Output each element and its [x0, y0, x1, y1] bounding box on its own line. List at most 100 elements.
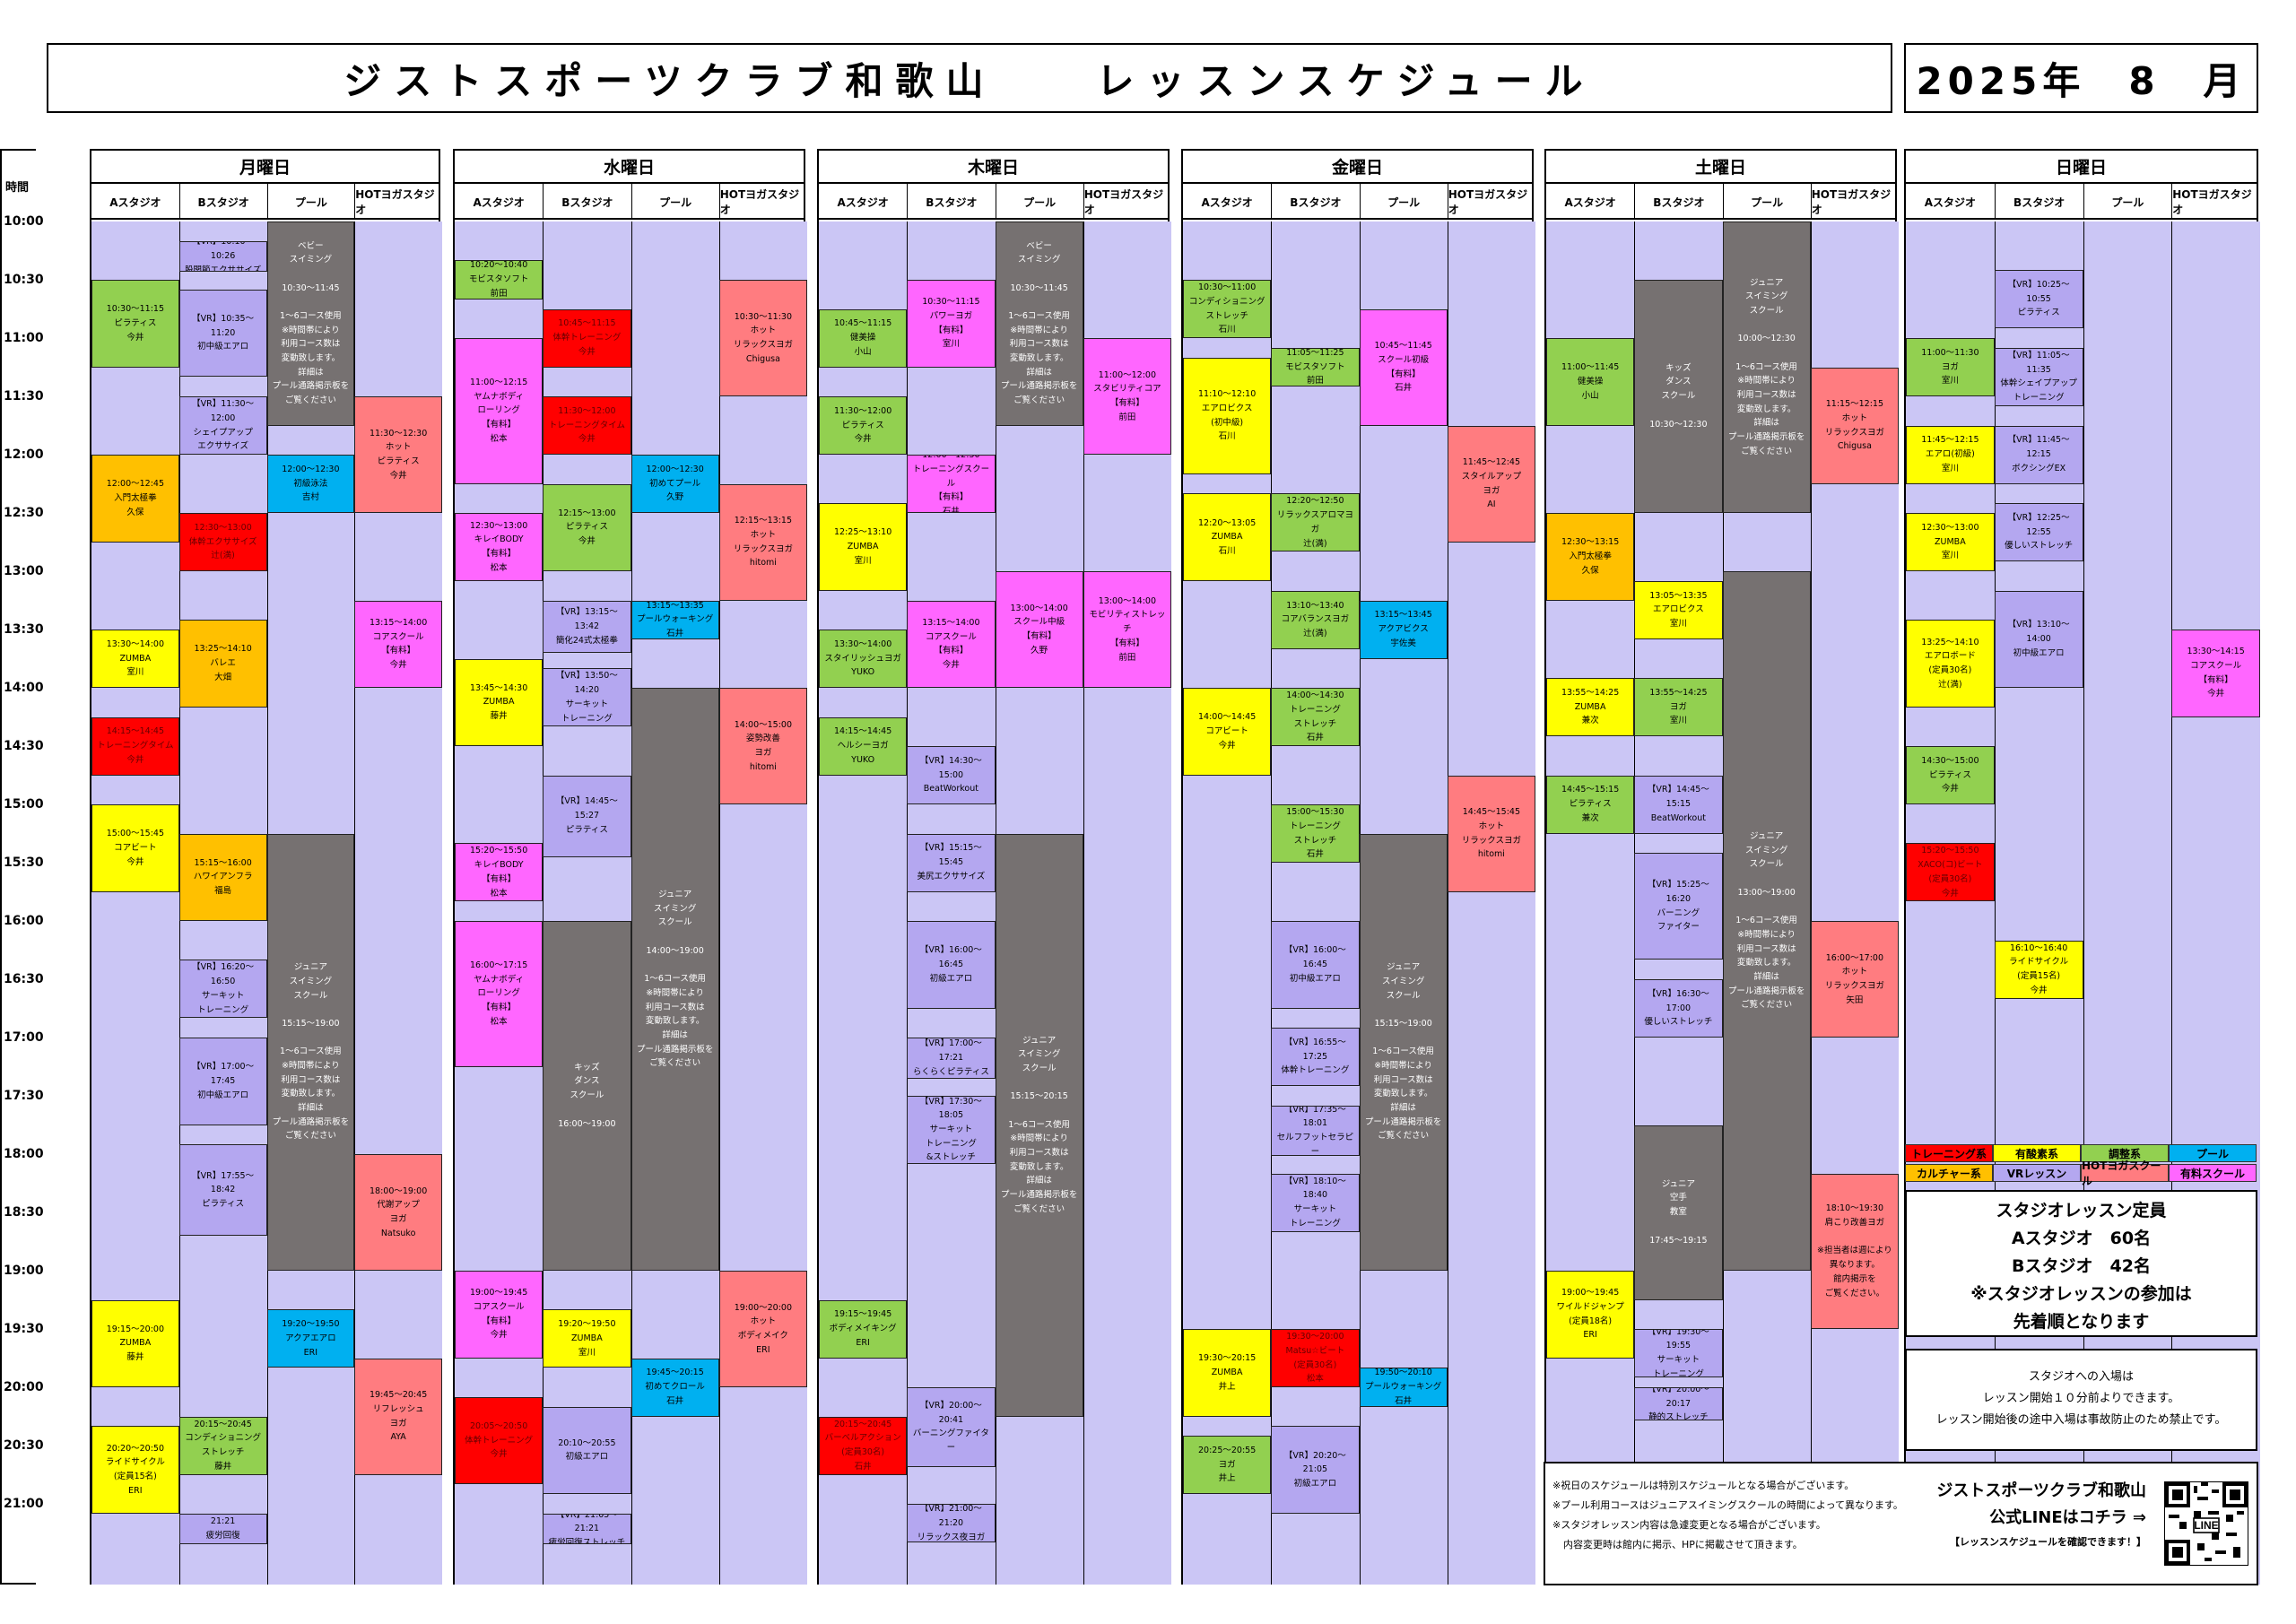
- line-qr-code[interactable]: LINE: [2164, 1481, 2248, 1566]
- lesson-block[interactable]: 15:20～15:50 キレイBODY 【有料】 松本: [455, 843, 544, 902]
- lesson-block[interactable]: 13:30～14:00 ZUMBA 室川: [91, 630, 179, 688]
- lesson-block[interactable]: 【VR】10:10～10:26 股関節エクササイズ: [178, 240, 267, 273]
- lesson-block[interactable]: 12:25～13:10 ZUMBA 室川: [819, 503, 908, 591]
- lesson-block[interactable]: 12:15～13:15 ホット リラックスヨガ hitomi: [718, 483, 807, 601]
- lesson-block[interactable]: 14:15～14:45 ヘルシーヨガ YUKO: [819, 716, 908, 776]
- lesson-block[interactable]: 14:30～15:00 ピラティス 今井: [1906, 746, 1995, 804]
- lesson-block[interactable]: 12:00～12:30 トレーニングスクール 【有料】 石井: [907, 455, 996, 513]
- lesson-block[interactable]: 19:45～20:45 リフレッシュ ヨガ AYA: [354, 1358, 442, 1475]
- lesson-block[interactable]: 【VR】16:55～17:25 体幹トレーニング: [1271, 1028, 1360, 1087]
- lesson-block[interactable]: 14:45～15:45 ホット リラックスヨガ hitomi: [1447, 775, 1535, 892]
- lesson-block[interactable]: 15:15～16:00 ハワイアンフラ 福島: [178, 833, 267, 921]
- lesson-block[interactable]: 【VR】21:05～21:21 疲労回復 ストレッチ: [178, 1513, 267, 1545]
- line-link-text[interactable]: 公式LINEはコチラ ⇒: [1989, 1508, 2146, 1527]
- lesson-block[interactable]: ジュニア スイミング スクール 15:15～19:00 1～6コース使用 ※時間…: [1359, 833, 1448, 1271]
- lesson-block[interactable]: 19:45～20:15 初めてクロール 石井: [631, 1358, 719, 1417]
- lesson-block[interactable]: 【VR】21:00～21:20 リラックス夜ヨガ: [907, 1504, 996, 1543]
- lesson-block[interactable]: 20:15～20:45 コンディショニング ストレッチ 藤井: [178, 1416, 267, 1475]
- lesson-block[interactable]: 【VR】13:50～14:20 サーキット トレーニング: [543, 668, 631, 727]
- lesson-block[interactable]: 11:00～12:00 スタビリティコア 【有料】 前田: [1083, 338, 1171, 455]
- lesson-block[interactable]: 13:45～14:30 ZUMBA 藤井: [455, 658, 544, 746]
- lesson-block[interactable]: 19:15～19:45 ボディメイキング ERI: [819, 1299, 908, 1359]
- lesson-block[interactable]: 12:30～13:00 体幹エクササイズ 辻(満): [178, 513, 267, 571]
- lesson-block[interactable]: 16:10～16:40 ライドサイクル (定員15名) 今井: [1994, 940, 2083, 999]
- lesson-block[interactable]: 13:10～13:40 コアバランスヨガ 辻(満): [1271, 590, 1360, 649]
- lesson-block[interactable]: 15:00～15:45 コアビート 今井: [91, 804, 179, 892]
- lesson-block[interactable]: 13:30～14:15 コアスクール 【有料】 今井: [2171, 630, 2260, 717]
- lesson-block[interactable]: 10:30～11:30 ホット リラックスヨガ Chigusa: [718, 280, 807, 396]
- lesson-block[interactable]: 12:30～13:00 ZUMBA 室川: [1906, 513, 1995, 571]
- lesson-block[interactable]: 10:20～10:40 モビスタソフト 前田: [455, 260, 544, 300]
- lesson-block[interactable]: 16:00～17:00 ホット リラックスヨガ 矢田: [1810, 921, 1899, 1038]
- lesson-block[interactable]: 【VR】20:00～20:17 静的ストレッチ: [1634, 1387, 1723, 1420]
- lesson-block[interactable]: 【VR】16:20～16:50 サーキット トレーニング: [178, 960, 267, 1019]
- lesson-block[interactable]: 10:30～11:15 パワーヨガ 【有料】 室川: [907, 280, 996, 368]
- lesson-block[interactable]: 【VR】11:30～12:00 シェイプアップ エクササイズ: [178, 396, 267, 455]
- lesson-block[interactable]: 14:00～14:45 コアビート 今井: [1183, 688, 1272, 776]
- lesson-block[interactable]: 11:45～12:15 エアロ(初級) 室川: [1906, 425, 1995, 484]
- lesson-block[interactable]: 12:15～13:00 ピラティス 今井: [543, 483, 631, 571]
- lesson-block[interactable]: 13:05～13:35 エアロビクス 室川: [1634, 580, 1723, 639]
- lesson-block[interactable]: 12:30～13:15 入門太極拳 久保: [1546, 513, 1635, 601]
- lesson-block[interactable]: 14:45～15:15 ピラティス 兼次: [1546, 775, 1635, 834]
- lesson-block[interactable]: 【VR】14:45～15:15 BeatWorkout: [1634, 775, 1723, 834]
- lesson-block[interactable]: 19:00～20:00 ホット ボディメイク ERI: [718, 1271, 807, 1387]
- lesson-block[interactable]: 13:15～13:45 アクアビクス 宇佐美: [1359, 600, 1448, 659]
- lesson-block[interactable]: 13:25～14:10 エアロボード (定員30名) 辻(満): [1906, 620, 1995, 708]
- lesson-block[interactable]: 13:30～14:00 スタイリッシュヨガ YUKO: [819, 630, 908, 688]
- lesson-block[interactable]: 【VR】13:10～14:00 初中級エアロ: [1994, 590, 2083, 688]
- lesson-block[interactable]: 11:00～11:30 ヨガ 室川: [1906, 338, 1995, 396]
- lesson-block[interactable]: 【VR】15:15～15:45 美尻エクササイズ: [907, 833, 996, 892]
- lesson-block[interactable]: 11:00～12:15 ヤムナボディ ローリング 【有料】 松本: [455, 338, 544, 484]
- lesson-block[interactable]: ジュニア 空手 教室 17:45～19:15: [1634, 1125, 1723, 1300]
- lesson-block[interactable]: 【VR】18:10～18:40 サーキット トレーニング: [1271, 1173, 1360, 1232]
- lesson-block[interactable]: 15:20～15:50 XACO(コ)ビート (定員30名) 今井: [1906, 843, 1995, 902]
- lesson-block[interactable]: 【VR】16:30～17:00 優しいストレッチ: [1634, 979, 1723, 1038]
- lesson-block[interactable]: 13:55～14:25 ヨガ 室川: [1634, 678, 1723, 737]
- lesson-block[interactable]: 13:55～14:25 ZUMBA 兼次: [1546, 678, 1635, 737]
- lesson-block[interactable]: 【VR】14:45～15:27 ピラティス: [543, 775, 631, 857]
- lesson-block[interactable]: 11:05～11:25 モビスタソフト 前田: [1271, 347, 1360, 387]
- lesson-block[interactable]: 【VR】19:30～19:55 サーキット トレーニング: [1634, 1329, 1723, 1378]
- lesson-block[interactable]: 【VR】17:00～17:21 らくらくピラティス: [907, 1038, 996, 1079]
- lesson-block[interactable]: 19:00～19:45 ワイルドジャンプ (定員18名) ERI: [1546, 1271, 1635, 1359]
- lesson-block[interactable]: 13:15～14:00 コアスクール 【有料】 今井: [354, 600, 442, 688]
- lesson-block[interactable]: ジュニア スイミング スクール 14:00～19:00 1～6コース使用 ※時間…: [631, 688, 719, 1271]
- lesson-block[interactable]: ベビー スイミング 10:30～11:45 1～6コース使用 ※時間帯により 利…: [995, 221, 1083, 426]
- lesson-block[interactable]: 【VR】16:00～16:45 初中級エアロ: [1271, 921, 1360, 1009]
- lesson-block[interactable]: ベビー スイミング 10:30～11:45 1～6コース使用 ※時間帯により 利…: [266, 221, 355, 426]
- lesson-block[interactable]: 【VR】17:00～17:45 初中級エアロ: [178, 1038, 267, 1125]
- lesson-block[interactable]: ジュニア スイミング スクール 15:15～19:00 1～6コース使用 ※時間…: [266, 833, 355, 1271]
- lesson-block[interactable]: 【VR】13:15～13:42 簡化24式太極拳: [543, 600, 631, 653]
- lesson-block[interactable]: 13:25～14:10 バレエ 大畑: [178, 620, 267, 708]
- lesson-block[interactable]: 【VR】10:25～10:55 ピラティス: [1994, 270, 2083, 329]
- lesson-block[interactable]: 11:30～12:30 ホット ピラティス 今井: [354, 396, 442, 513]
- lesson-block[interactable]: ジュニア スイミング スクール 15:15～20:15 1～6コース使用 ※時間…: [995, 833, 1083, 1417]
- lesson-block[interactable]: 【VR】20:20～21:05 初級エアロ: [1271, 1426, 1360, 1514]
- lesson-block[interactable]: 19:20～19:50 ZUMBA 室川: [543, 1309, 631, 1368]
- lesson-block[interactable]: ジュニア スイミング スクール 10:00～12:30 1～6コース使用 ※時間…: [1722, 221, 1811, 513]
- lesson-block[interactable]: 18:00～19:00 代謝アップ ヨガ Natsuko: [354, 1154, 442, 1271]
- lesson-block[interactable]: 14:00～15:00 姿勢改善 ヨガ hitomi: [718, 688, 807, 804]
- lesson-block[interactable]: ジュニア スイミング スクール 13:00～19:00 1～6コース使用 ※時間…: [1722, 571, 1811, 1271]
- lesson-block[interactable]: 19:15～20:00 ZUMBA 藤井: [91, 1299, 179, 1387]
- lesson-block[interactable]: 14:00～14:30 トレーニング ストレッチ 石井: [1271, 688, 1360, 746]
- lesson-block[interactable]: 11:30～12:00 ピラティス 今井: [819, 396, 908, 455]
- lesson-block[interactable]: 20:10～20:55 初級エアロ: [543, 1406, 631, 1495]
- lesson-block[interactable]: 11:30～12:00 トレーニングタイム 今井: [543, 396, 631, 455]
- lesson-block[interactable]: 12:20～12:50 リラックスアロマヨガ 辻(満): [1271, 493, 1360, 552]
- lesson-block[interactable]: 【VR】11:45～12:15 ボクシングEX: [1994, 425, 2083, 484]
- lesson-block[interactable]: 11:00～11:45 健美操 小山: [1546, 338, 1635, 426]
- lesson-block[interactable]: 15:00～15:30 トレーニング ストレッチ 石井: [1271, 804, 1360, 863]
- lesson-block[interactable]: 20:05～20:50 体幹トレーニング 今井: [455, 1396, 544, 1485]
- lesson-block[interactable]: キッズ ダンス スクール 16:00～19:00: [543, 921, 631, 1271]
- lesson-block[interactable]: 16:00～17:15 ヤムナボディ ローリング 【有料】 松本: [455, 921, 544, 1067]
- lesson-block[interactable]: 10:45～11:45 スクール初級 【有料】 石井: [1359, 308, 1448, 426]
- lesson-block[interactable]: 13:15～14:00 コアスクール 【有料】 今井: [907, 600, 996, 688]
- lesson-block[interactable]: 【VR】12:25～12:55 優しいストレッチ: [1994, 503, 2083, 562]
- lesson-block[interactable]: 【VR】20:00～20:41 バーニングファイター: [907, 1387, 996, 1467]
- lesson-block[interactable]: 12:30～13:00 キレイBODY 【有料】 松本: [455, 513, 544, 581]
- lesson-block[interactable]: 13:00～14:00 スクール中級 【有料】 久野: [995, 571, 1083, 688]
- lesson-block[interactable]: 10:45～11:15 健美操 小山: [819, 308, 908, 368]
- lesson-block[interactable]: 20:25～20:55 ヨガ 井上: [1183, 1436, 1272, 1495]
